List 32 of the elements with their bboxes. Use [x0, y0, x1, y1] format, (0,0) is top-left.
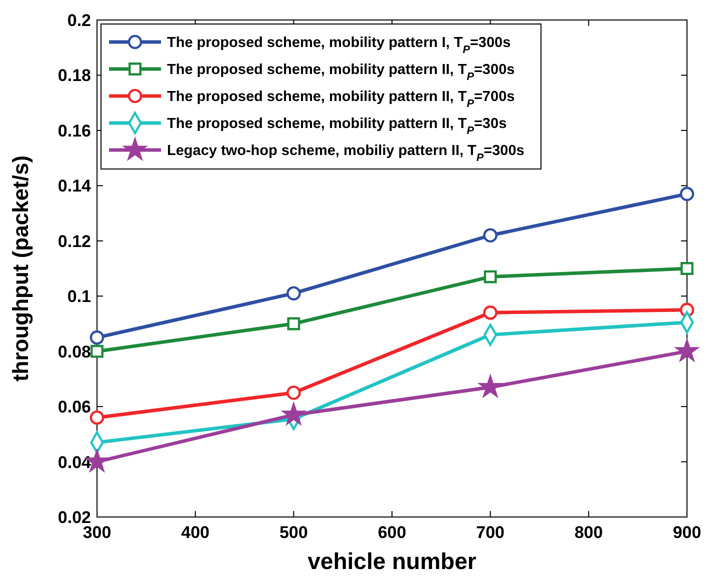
- legend-label: The proposed scheme, mobility pattern II, T$_{P}$=300s: [167, 62, 515, 83]
- point: [680, 186, 694, 202]
- y-tick-label: 0.16: [58, 121, 91, 140]
- legend-label: The proposed scheme, mobility pattern I, T$_{P}$=300s: [167, 35, 511, 56]
- point: [484, 270, 497, 284]
- legend-label: Legacy two-hop scheme, mobiliy pattern II, T$_{P}$=300s: [167, 143, 524, 164]
- point: [287, 317, 300, 330]
- y-tick-label: 0.14: [58, 176, 92, 196]
- y-tick-label: 0.2: [67, 11, 91, 30]
- y-tick-label: 0.06: [58, 398, 91, 417]
- point: [483, 306, 498, 320]
- y-tick-label: 0.12: [58, 232, 91, 251]
- x-tick-label: 500: [279, 523, 308, 542]
- point: [286, 286, 301, 300]
- y-tick-label: 0.08: [58, 342, 91, 362]
- y-tick-label: 0.18: [58, 66, 91, 86]
- point: [680, 262, 694, 275]
- y-axis-title: throughput (packet/s): [8, 155, 33, 382]
- x-tick-label: 600: [378, 523, 406, 542]
- x-axis-title: vehicle number: [308, 548, 476, 574]
- point: [483, 228, 498, 243]
- y-tick-label: 0.1: [67, 287, 91, 306]
- x-tick-label: 900: [672, 523, 702, 542]
- x-tick-label: 800: [574, 523, 603, 542]
- point: [90, 344, 104, 358]
- point: [90, 330, 104, 345]
- legend-label: The proposed scheme, mobility pattern II, T$_{P}$=700s: [167, 89, 515, 110]
- legend-label: The proposed scheme, mobility pattern II, T$_{P}$=30s: [167, 116, 507, 137]
- x-tick-label: 400: [181, 523, 210, 542]
- x-tick-label: 700: [476, 523, 505, 542]
- point: [90, 410, 104, 425]
- point: [286, 386, 301, 400]
